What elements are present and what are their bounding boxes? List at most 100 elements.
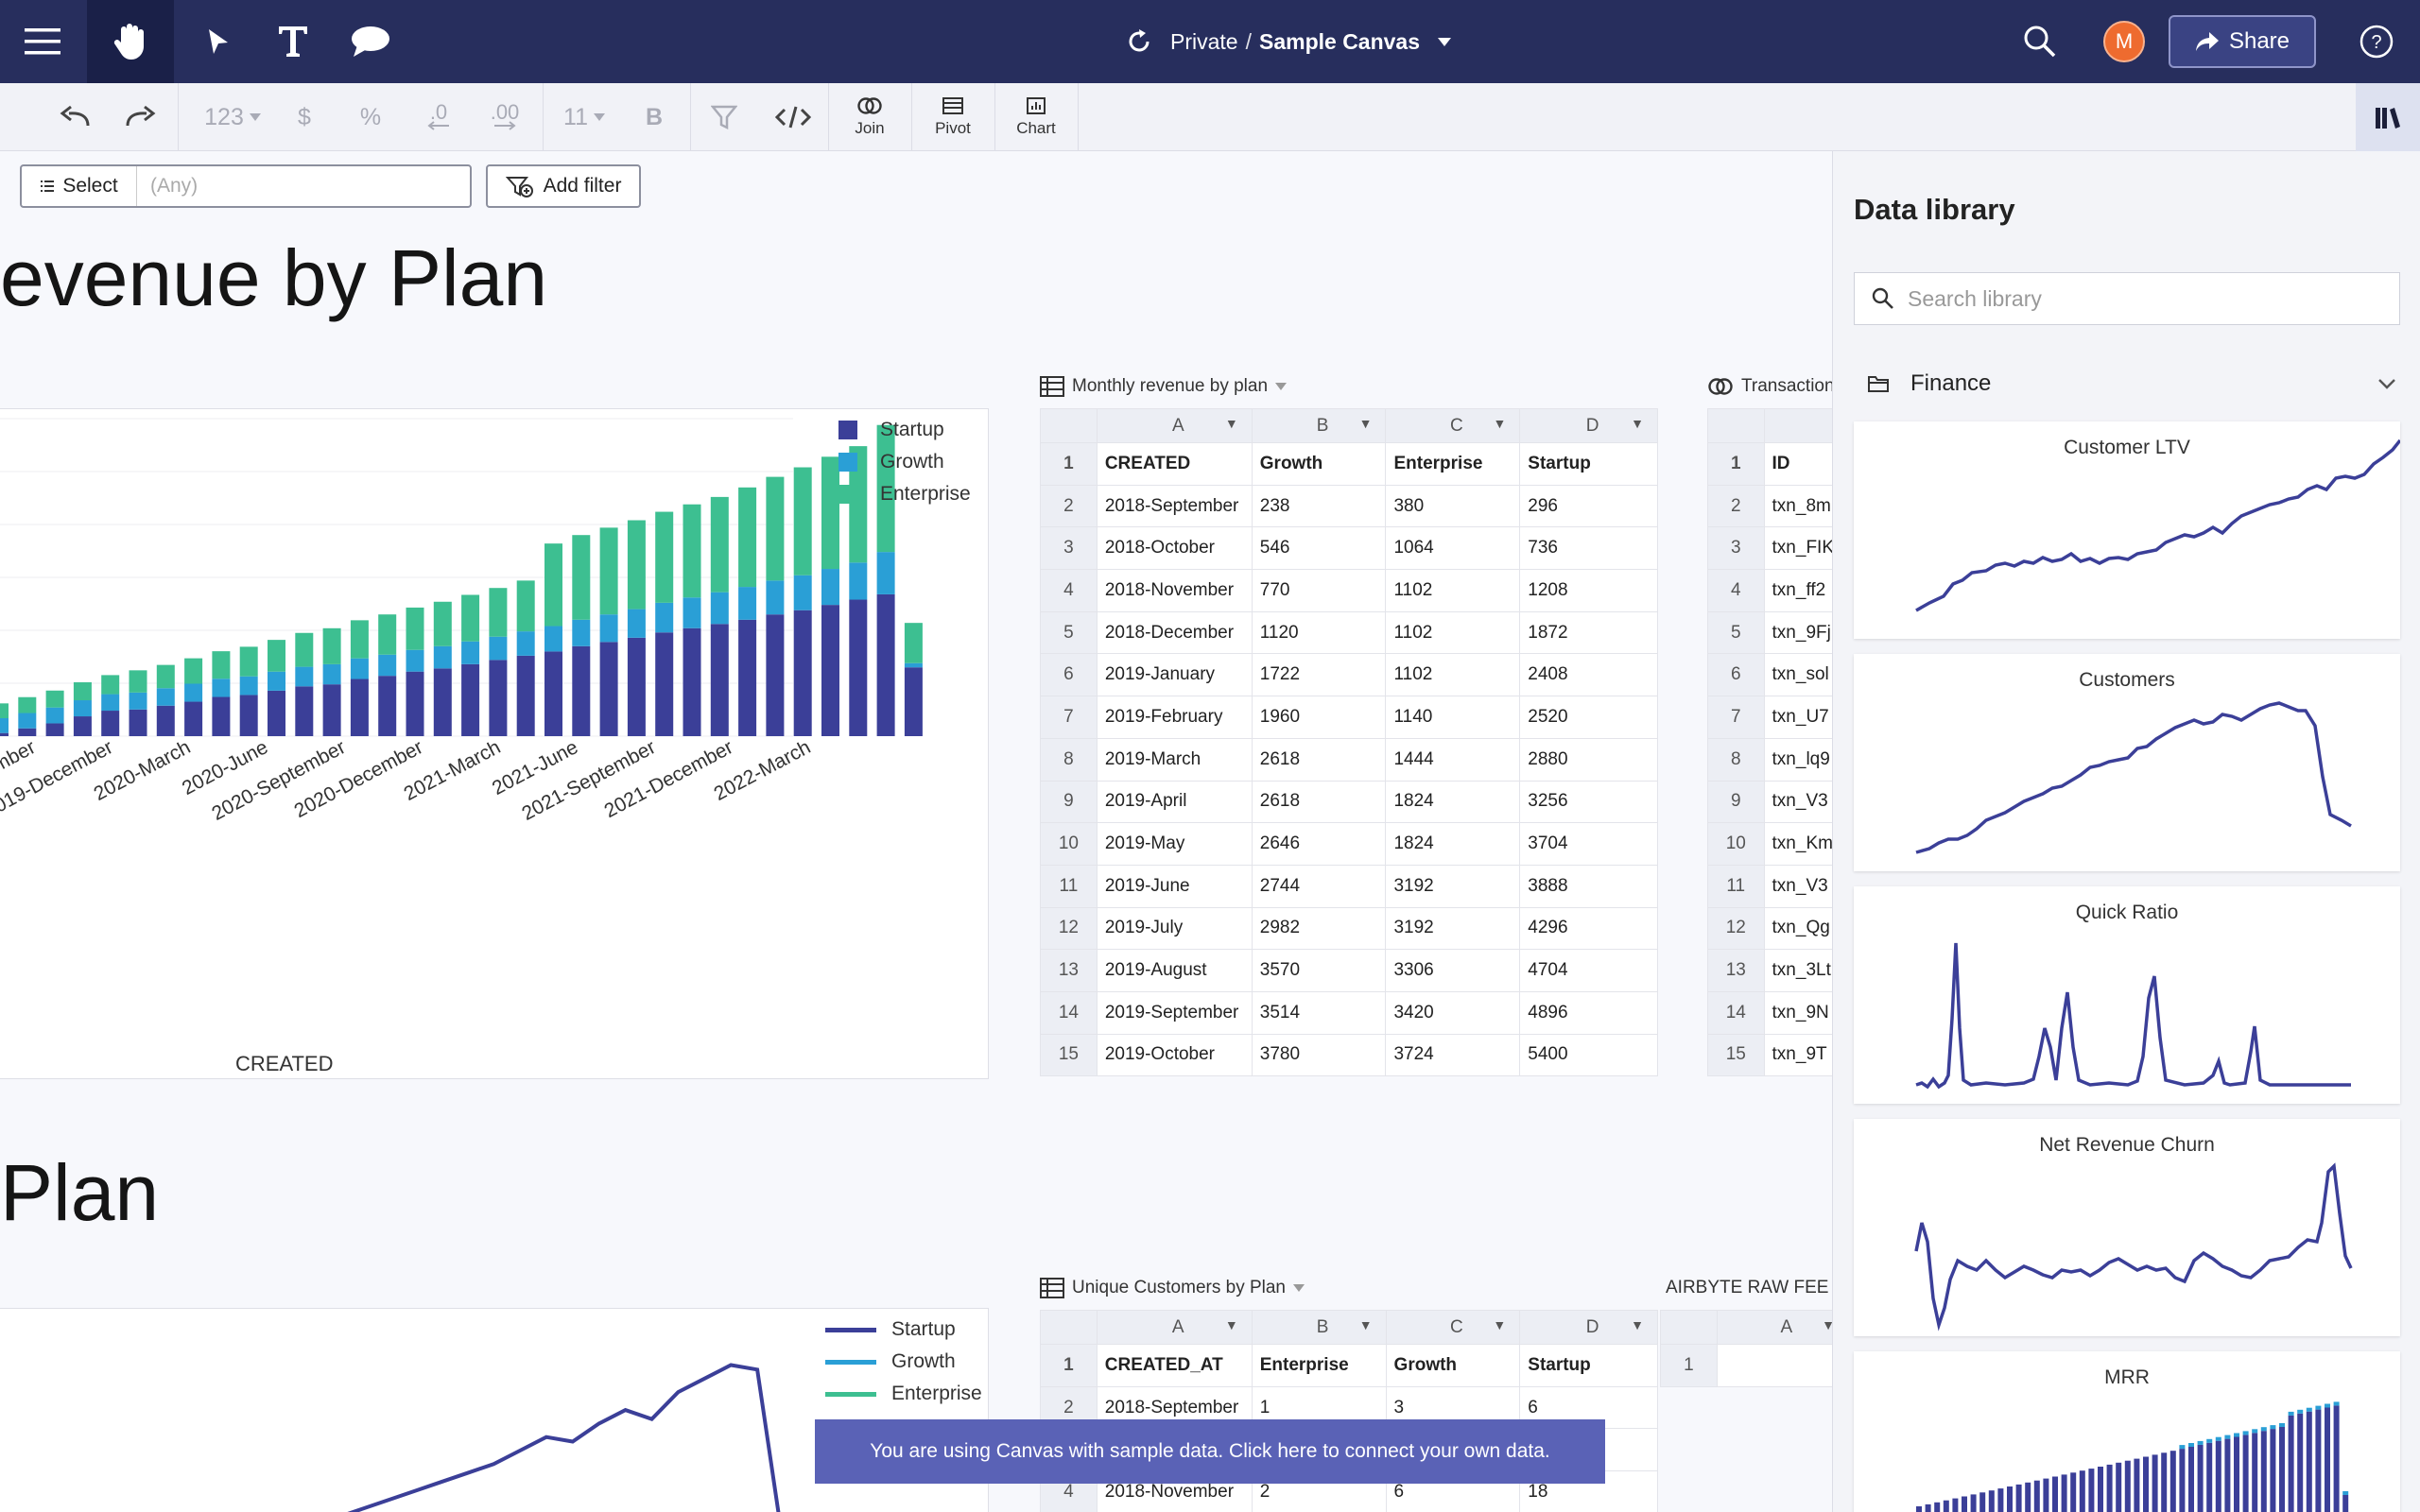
table-cell[interactable]: 1120 [1251, 610, 1387, 655]
column-menu-icon[interactable]: ▼ [1224, 415, 1238, 431]
row-number[interactable]: 11 [1040, 864, 1098, 908]
bar-enterprise[interactable] [572, 535, 591, 620]
table-row[interactable]: 11 txn_V3 [1707, 864, 1832, 908]
table-cell[interactable]: txn_V3 [1763, 780, 1832, 824]
bar-startup[interactable] [18, 728, 37, 736]
column-header-a[interactable]: A▼ [1096, 1310, 1253, 1345]
bar-growth[interactable] [212, 679, 231, 697]
row-number[interactable]: 10 [1040, 822, 1098, 866]
row-number[interactable]: 3 [1707, 526, 1765, 571]
formula-button[interactable] [769, 83, 817, 151]
bar-startup[interactable] [156, 705, 175, 736]
table-row[interactable]: 5 txn_9Fj [1707, 610, 1832, 655]
table-row[interactable]: 6 2019-January 1722 1102 2408 [1040, 653, 1658, 697]
table-cell[interactable]: 2880 [1519, 737, 1658, 782]
bar-enterprise[interactable] [268, 640, 285, 672]
redo-button[interactable] [117, 83, 163, 151]
bar-enterprise[interactable] [406, 607, 424, 650]
table-row[interactable]: 7 2019-February 1960 1140 2520 [1040, 696, 1658, 739]
bar-growth[interactable] [184, 683, 203, 702]
row-number[interactable]: 7 [1040, 696, 1098, 739]
row-number[interactable]: 4 [1040, 569, 1098, 612]
table-cell[interactable]: 2618 [1251, 780, 1387, 824]
revenue-table[interactable]: A ▼ B ▼ C ▼ D ▼ 1 CREATED Growth Enterprise Star… [1040, 408, 1658, 1077]
column-header-d[interactable]: D ▼ [1519, 1310, 1658, 1345]
library-card-net-revenue-churn[interactable]: Net Revenue Churn [1854, 1119, 2400, 1336]
bar-startup[interactable] [904, 667, 923, 736]
data-library-toggle[interactable] [2356, 83, 2420, 151]
table-row[interactable]: 9 txn_V3 [1707, 780, 1832, 824]
chevron-down-icon[interactable] [2377, 378, 2396, 389]
transactions-table[interactable]: 1 ID 2 txn_8m 3 txn_FIK 4 txn_ff2 5 txn_9Fj 6 txn_s… [1707, 408, 1832, 1077]
bar-enterprise[interactable] [821, 456, 839, 570]
decrease-decimal-button[interactable]: .0 [416, 83, 461, 151]
table-cell[interactable]: 2744 [1251, 864, 1387, 908]
table-cell[interactable]: 1102 [1385, 610, 1521, 655]
bar-startup[interactable] [184, 701, 203, 736]
table-cell[interactable]: 1444 [1385, 737, 1521, 782]
table-cell[interactable]: 3256 [1519, 780, 1658, 824]
table-row[interactable]: 8 2019-March 2618 1444 2880 [1040, 737, 1658, 782]
table-cell[interactable]: 4296 [1519, 906, 1658, 951]
avatar[interactable]: M [2103, 21, 2145, 62]
select-filter[interactable]: Select (Any) [20, 164, 472, 208]
bar-enterprise[interactable] [544, 543, 562, 627]
bar-enterprise[interactable] [212, 651, 231, 679]
table-cell[interactable]: 3570 [1251, 949, 1387, 992]
table-cell[interactable]: 4704 [1519, 949, 1658, 992]
revenue-chart-card[interactable]: ptember 2019-December 2020-March 2020-June 2… [0, 408, 989, 1079]
bar-growth[interactable] [378, 654, 397, 677]
table-cell[interactable]: 2019-August [1096, 949, 1253, 992]
bar-enterprise[interactable] [239, 646, 258, 677]
table-cell[interactable]: 3192 [1385, 864, 1521, 908]
table-row[interactable]: 15 2019-October 3780 3724 5400 [1040, 1033, 1658, 1077]
column-menu-icon[interactable]: ▼ [1822, 1317, 1832, 1332]
bar-growth[interactable] [738, 587, 757, 620]
column-header[interactable] [1763, 408, 1832, 443]
bar-enterprise[interactable] [489, 588, 508, 637]
table-cell[interactable]: txn_Km [1763, 822, 1832, 866]
bar-growth[interactable] [0, 718, 9, 733]
bold-button[interactable]: B [645, 103, 664, 130]
row-number[interactable]: 9 [1707, 780, 1765, 824]
row-number[interactable]: 6 [1707, 653, 1765, 697]
table-cell[interactable]: 1872 [1519, 610, 1658, 655]
help-button[interactable]: ? [2360, 25, 2394, 63]
sample-data-banner[interactable]: You are using Canvas with sample data. C… [815, 1419, 1605, 1484]
font-size-dropdown[interactable]: 11 [554, 83, 614, 151]
column-menu-icon[interactable]: ▼ [1358, 1316, 1373, 1332]
table-cell[interactable]: 1722 [1251, 653, 1387, 697]
table-cell[interactable]: 1960 [1251, 696, 1387, 739]
row-number[interactable]: 15 [1707, 1033, 1765, 1077]
bar-enterprise[interactable] [18, 696, 37, 713]
bar-enterprise[interactable] [295, 632, 314, 667]
table-cell[interactable]: 238 [1251, 484, 1387, 528]
table-cell[interactable]: 1102 [1385, 569, 1521, 612]
table-cell[interactable]: 2019-July [1096, 906, 1253, 951]
bar-startup[interactable] [322, 684, 341, 736]
bar-enterprise[interactable] [322, 627, 341, 664]
table-cell[interactable]: 2982 [1251, 906, 1387, 951]
row-number[interactable]: 2 [1040, 484, 1098, 528]
table-row[interactable]: 5 2018-December 1120 1102 1872 [1040, 610, 1658, 655]
column-name-cell[interactable]: Enterprise [1251, 1344, 1387, 1387]
join-button[interactable]: Join [828, 83, 911, 151]
bar-growth[interactable] [655, 602, 674, 633]
caret-down-icon[interactable] [1437, 36, 1452, 47]
bar-growth[interactable] [18, 713, 37, 729]
corner-cell[interactable] [1040, 408, 1098, 443]
table-row[interactable]: 4 txn_ff2 [1707, 569, 1832, 612]
column-header-c[interactable]: C ▼ [1385, 408, 1521, 443]
table-cell[interactable]: 1208 [1519, 569, 1658, 612]
bar-growth[interactable] [904, 662, 923, 668]
column-name-cell[interactable]: CREATED [1096, 442, 1253, 486]
bar-enterprise[interactable] [101, 675, 120, 695]
table-cell[interactable]: 3514 [1251, 990, 1387, 1035]
table-row[interactable]: 12 2019-July 2982 3192 4296 [1040, 906, 1658, 951]
table-cell[interactable]: txn_U7 [1763, 696, 1832, 739]
bar-enterprise[interactable] [849, 446, 868, 563]
row-number[interactable]: 5 [1707, 610, 1765, 655]
bar-growth[interactable] [406, 649, 424, 672]
bar-startup[interactable] [129, 709, 147, 736]
table-row[interactable]: 3 2018-October 546 1064 736 [1040, 526, 1658, 571]
